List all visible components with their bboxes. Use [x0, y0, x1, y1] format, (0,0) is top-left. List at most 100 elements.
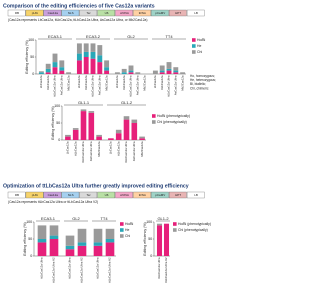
- bar-segment: [52, 67, 58, 74]
- x-tick-label: ttLbCas12a Ultra: [157, 257, 161, 278]
- bar-segment: [90, 43, 96, 52]
- bar-segment: [65, 134, 71, 137]
- x-tick-label: AsCas12a Ultra: [136, 75, 140, 95]
- y-tick-label: 100: [146, 220, 152, 224]
- y-axis-label: Editing efficiency (%): [23, 222, 27, 256]
- bar-segment: [105, 239, 115, 243]
- y-tick-label: 100: [54, 104, 60, 108]
- bar-segment: [123, 116, 130, 120]
- legend-swatch: [192, 38, 196, 42]
- x-tick-label: LbCas12a: [115, 75, 119, 88]
- x-tick-label: LbCas12a: [109, 141, 113, 154]
- section-title: Comparison of the editing efficiencies o…: [3, 3, 155, 9]
- bar-segment: [97, 45, 103, 56]
- bar-segment: [49, 235, 59, 239]
- construct-part: [151, 9, 169, 17]
- construct-label: U6: [105, 193, 109, 197]
- bar-segment: [173, 72, 179, 74]
- group-label: ECA3-2: [86, 34, 101, 39]
- construct-part: [169, 191, 187, 199]
- section-title: Optimization of ttLbCas12a Ultra further…: [3, 183, 189, 189]
- construct-part: [79, 191, 98, 199]
- group-label: ECA3-1: [48, 34, 63, 39]
- bar-segment: [76, 53, 82, 61]
- bar-segment: [128, 70, 134, 73]
- construct-part: [186, 191, 205, 199]
- bar-segment: [159, 72, 165, 74]
- bar-segment: [52, 62, 58, 68]
- bar-segment: [166, 62, 172, 69]
- y-axis-label: Editing efficiency (%): [143, 222, 147, 256]
- x-tick-label: ttLbCas12a Ultra V2: [164, 257, 168, 283]
- legend-swatch: [120, 234, 124, 238]
- construct-part: [186, 9, 205, 17]
- legend-label: He: [197, 44, 201, 48]
- x-tick-label: ttLbCas12a Ultra V2: [52, 257, 56, 283]
- bar-segment: [59, 70, 65, 74]
- bar-segment: [131, 123, 138, 140]
- bar-segment: [76, 60, 82, 74]
- bar-segment: [37, 239, 47, 243]
- x-tick-label: ttLbCas12a Ultra: [96, 257, 100, 278]
- construct-part: [115, 9, 133, 17]
- bar-segment: [180, 72, 186, 74]
- bar-segment: [115, 129, 122, 134]
- x-tick-label: LbCas12a: [66, 141, 70, 154]
- construct-part: [97, 191, 116, 199]
- x-tick-label: ttLbCas12a Ultra: [167, 75, 171, 96]
- bar-segment: [83, 43, 89, 52]
- bar-segment: [159, 65, 165, 71]
- y-tick-label: 50: [30, 55, 34, 59]
- legend-swatch: [192, 44, 196, 48]
- x-tick-label: AsCas12a Ultra: [60, 75, 64, 95]
- construct-part: [79, 9, 98, 17]
- construct-note: (Cas12a represents ttLbCas12a Ultra or t…: [8, 200, 98, 204]
- annotation: He, heterozygous;: [190, 78, 216, 82]
- bar-segment: [65, 235, 75, 246]
- bar-segment: [65, 249, 75, 256]
- construct-label: Ter: [87, 11, 91, 15]
- construct-part: [43, 9, 62, 17]
- construct-label: Ter: [87, 193, 91, 197]
- bar-segment: [72, 129, 79, 140]
- legend-label: Ho/Bi: [125, 222, 134, 226]
- construct-label: tRNA: [139, 11, 146, 15]
- bar-segment: [72, 128, 79, 130]
- annotation: Bi, biallelic;: [190, 82, 206, 86]
- bar-segment: [156, 225, 163, 256]
- y-axis-label: Editing efficiency (%): [25, 40, 29, 74]
- x-tick-label: AsCas12a Ultra: [98, 75, 102, 95]
- bar-segment: [38, 71, 44, 73]
- bar-segment: [131, 119, 138, 123]
- x-tick-label: ttLbCas12a Ultra: [91, 75, 95, 96]
- annotation: Chi, chimeric: [190, 86, 209, 90]
- x-tick-label: ttLbCas12a: [73, 141, 77, 156]
- bar-segment: [90, 51, 96, 59]
- construct-label: HPT: [175, 11, 181, 15]
- figure: Comparison of the editing efficiencies o…: [3, 3, 216, 283]
- construct-label: Cas12a: [48, 193, 59, 197]
- legend-swatch: [173, 222, 177, 226]
- construct-label: pUbi: [32, 11, 39, 15]
- bar-segment: [52, 53, 58, 63]
- bar-segment: [97, 55, 103, 63]
- x-tick-label: Mb2Cas12a: [142, 75, 146, 91]
- x-tick-label: LbCas12a: [153, 75, 157, 88]
- group-label: TT4: [165, 34, 173, 39]
- construct-label: NLS: [68, 11, 74, 15]
- bar-segment: [173, 67, 179, 71]
- legend-swatch: [152, 120, 156, 124]
- legend-swatch: [192, 50, 196, 54]
- group-label: GL1-1: [78, 100, 90, 105]
- y-tick-label: 0: [30, 254, 32, 258]
- bar-segment: [173, 70, 179, 73]
- x-tick-label: ttLbCas12a Ultra: [68, 257, 72, 278]
- construct-label: U6: [105, 11, 109, 15]
- bar-segment: [45, 72, 51, 74]
- construct-label: pCaMV: [155, 11, 165, 15]
- group-label: GL2: [127, 34, 135, 39]
- bar-segment: [115, 133, 122, 140]
- bar-segment: [104, 70, 110, 74]
- legend-label: Ho/Bi (phenotypically): [157, 114, 190, 118]
- group-label: ECA3-1: [41, 216, 56, 221]
